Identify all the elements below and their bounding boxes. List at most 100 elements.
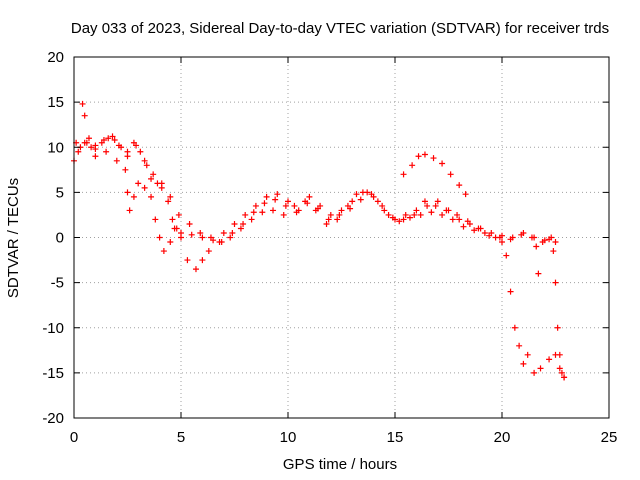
data-point <box>546 356 553 363</box>
y-tick-label: 15 <box>47 94 64 111</box>
data-point <box>205 248 212 255</box>
data-point <box>449 216 456 223</box>
data-point <box>561 374 568 381</box>
data-point <box>148 175 155 182</box>
data-point <box>507 236 514 243</box>
data-point <box>207 234 214 241</box>
data-point <box>167 239 174 246</box>
data-point <box>192 266 199 273</box>
data-point <box>556 351 563 358</box>
grid <box>74 57 609 418</box>
data-point <box>475 225 482 232</box>
data-point <box>113 157 120 164</box>
data-point <box>411 211 418 218</box>
data-point <box>368 191 375 198</box>
data-point <box>124 148 131 155</box>
data-point <box>274 191 281 198</box>
data-point <box>524 351 531 358</box>
data-point <box>546 236 553 243</box>
data-point <box>111 137 118 144</box>
data-point <box>462 191 469 198</box>
data-point <box>556 365 563 372</box>
data-point <box>135 180 142 187</box>
data-point <box>171 225 178 232</box>
data-point <box>439 211 446 218</box>
data-point <box>558 369 565 376</box>
data-point <box>272 196 279 203</box>
data-point <box>327 211 334 218</box>
data-point <box>220 229 227 236</box>
data-point <box>92 146 99 153</box>
data-point <box>92 153 99 160</box>
data-point <box>103 148 110 155</box>
data-point <box>409 162 416 169</box>
data-point <box>227 234 234 241</box>
series-track-b <box>73 100 568 381</box>
y-tick-labels: 20 15 10 5 0 -5 -10 -15 -20 <box>42 49 64 427</box>
data-point <box>105 135 112 142</box>
data-point <box>325 216 332 223</box>
data-point <box>199 234 206 241</box>
data-point <box>306 193 313 200</box>
data-point <box>552 239 559 246</box>
y-tick-label: 10 <box>47 139 64 156</box>
data-point <box>421 151 428 158</box>
data-point <box>109 133 116 140</box>
data-point <box>336 211 343 218</box>
data-point <box>184 257 191 264</box>
data-point <box>141 184 148 191</box>
data-point <box>396 218 403 225</box>
data-point <box>122 166 129 173</box>
data-point <box>456 216 463 223</box>
data-point <box>357 196 364 203</box>
x-tick-label: 0 <box>70 429 78 446</box>
data-point <box>443 207 450 214</box>
data-point <box>188 231 195 238</box>
data-point <box>285 198 291 205</box>
data-point <box>353 191 360 198</box>
data-point <box>282 202 289 209</box>
series-track-c <box>77 133 568 381</box>
data-point <box>374 198 381 205</box>
data-point <box>417 211 424 218</box>
data-point <box>242 211 249 218</box>
data-point <box>406 214 413 221</box>
data-point <box>550 248 557 255</box>
data-point <box>338 207 345 214</box>
data-point <box>240 220 247 227</box>
data-point <box>539 239 546 246</box>
data-point <box>389 214 396 221</box>
data-point <box>130 193 137 200</box>
data-point <box>421 198 428 205</box>
y-tick-label: -15 <box>42 365 64 382</box>
data-point <box>199 257 206 264</box>
data-point <box>83 139 90 146</box>
data-point <box>430 155 437 162</box>
data-point <box>88 144 95 151</box>
data-point <box>261 200 268 207</box>
data-point <box>347 205 354 212</box>
data-point <box>270 207 277 214</box>
data-point <box>165 198 172 205</box>
data-point <box>413 207 420 214</box>
data-point <box>75 148 82 155</box>
data-point <box>85 135 92 142</box>
data-point <box>152 216 159 223</box>
data-point <box>250 209 257 216</box>
x-tick-label: 15 <box>387 429 404 446</box>
y-tick-label: 20 <box>47 49 64 66</box>
x-tick-label: 10 <box>280 429 297 446</box>
data-point <box>400 216 407 223</box>
data-point <box>486 232 493 239</box>
data-point <box>520 360 527 367</box>
data-point <box>364 189 371 196</box>
y-tick-label: -20 <box>42 410 64 427</box>
data-point <box>518 231 525 238</box>
data-point <box>141 157 148 164</box>
data-point <box>334 216 341 223</box>
data-point <box>503 252 510 259</box>
x-tick-label: 5 <box>177 429 185 446</box>
data-point <box>237 225 244 232</box>
data-point <box>464 218 471 225</box>
data-point <box>533 243 540 250</box>
